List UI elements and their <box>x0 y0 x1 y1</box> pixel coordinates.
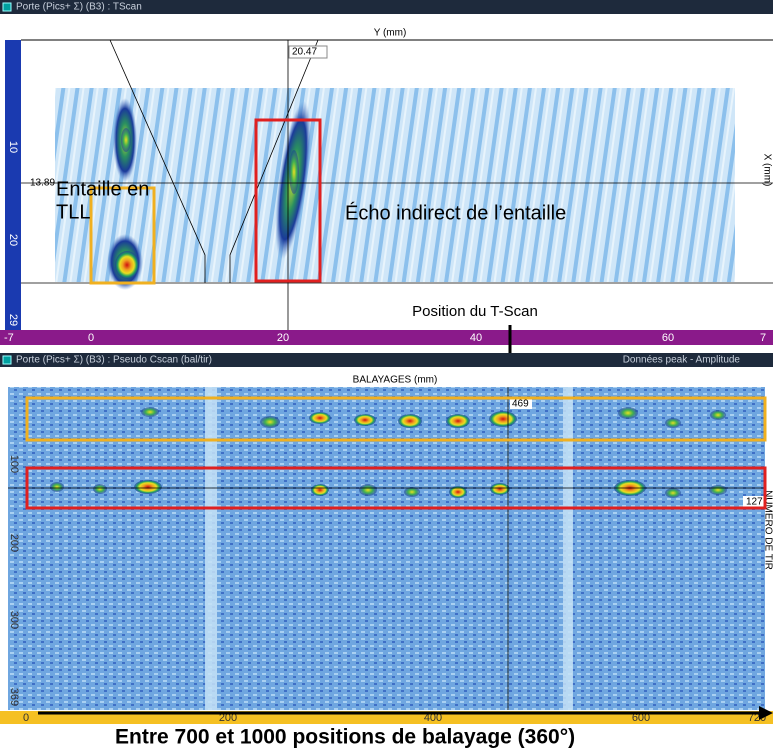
panel-title: Porte (Pics+ Σ) (B3) : Pseudo Cscan (bal… <box>16 355 212 366</box>
defect <box>141 407 159 417</box>
annotation: Entaille en <box>56 178 149 200</box>
defect <box>618 407 638 419</box>
cursor-value: 13.89 <box>30 178 55 189</box>
annotation: TLL <box>56 201 90 223</box>
x-tick-label: 20 <box>277 332 289 344</box>
screenshot: Porte (Pics+ Σ) (B3) : TScan Y (mm) 20.4… <box>0 0 773 748</box>
caption: Entre 700 et 1000 positions de balayage … <box>115 726 575 748</box>
cursor-value: 20.47 <box>292 47 317 58</box>
tscan-panel: Porte (Pics+ Σ) (B3) : TScan Y (mm) 20.4… <box>0 0 773 345</box>
y-tick-label: 29 <box>7 314 19 326</box>
echo <box>121 128 131 152</box>
x-tick-label: 0 <box>88 332 94 344</box>
y-tick-label: 300 <box>8 611 20 629</box>
axis-label: X (mm) <box>761 154 772 187</box>
defect <box>446 414 470 428</box>
defect <box>359 484 377 496</box>
x-tick-label: 60 <box>662 332 674 344</box>
defect <box>665 488 681 498</box>
x-tick-label: 40 <box>470 332 482 344</box>
window-icon <box>3 3 11 11</box>
y-tick-label: 10 <box>7 141 19 153</box>
defect <box>93 484 107 494</box>
defect <box>665 418 681 428</box>
defect <box>709 485 727 495</box>
annotation: Écho indirect de l’entaille <box>345 201 566 224</box>
bottom-axis <box>0 330 773 345</box>
defect <box>404 487 420 497</box>
echo <box>289 150 299 194</box>
x-tick-label: 0 <box>23 712 29 724</box>
y-tick-label: 100 <box>8 455 20 473</box>
page: {"top_panel": {"title": "Porte (Pics+ Σ)… <box>0 0 773 748</box>
y-tick-label: 369 <box>8 688 20 706</box>
axis-label: Y (mm) <box>374 28 407 39</box>
defect <box>489 411 517 427</box>
panel-title: Porte (Pics+ Σ) (B3) : TScan <box>16 2 142 13</box>
defect <box>398 414 422 428</box>
defect <box>354 414 376 426</box>
echo <box>115 251 139 279</box>
defect <box>710 410 726 420</box>
axis-label: BALAYAGES (mm) <box>353 375 438 386</box>
defect <box>134 480 162 494</box>
cursor-value: 469 <box>512 399 529 410</box>
panel-data-label: Données peak - Amplitude <box>623 355 741 366</box>
defect <box>50 482 64 492</box>
y-tick-label: 200 <box>8 534 20 552</box>
annotation: Position du T-Scan <box>412 303 538 320</box>
defect <box>490 483 510 495</box>
scan-stripe <box>205 387 217 710</box>
defect <box>309 412 331 424</box>
defect <box>311 484 329 496</box>
cscan-panel: Porte (Pics+ Σ) (B3) : Pseudo Cscan (bal… <box>0 353 773 724</box>
scan-image <box>8 387 765 710</box>
window-icon <box>3 356 11 364</box>
x-tick-label: 7 <box>760 332 766 344</box>
scan-image <box>55 88 735 282</box>
y-tick-label: 20 <box>7 234 19 246</box>
x-tick-label: -7 <box>4 332 14 344</box>
left-axis <box>5 40 21 330</box>
defect <box>260 416 280 428</box>
cursor-value: 127 <box>746 497 763 508</box>
scan-stripe <box>563 387 573 710</box>
